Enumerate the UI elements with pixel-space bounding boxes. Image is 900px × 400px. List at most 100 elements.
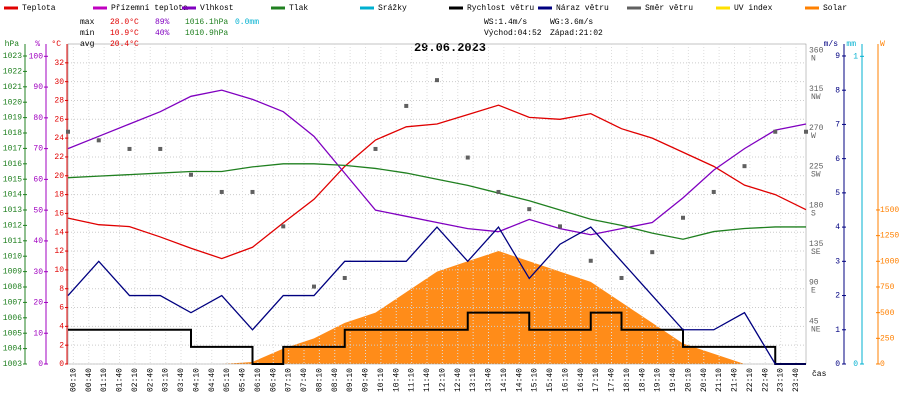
y-tick-label: 270 <box>809 124 824 133</box>
y-tick-label: 40 <box>33 237 43 246</box>
x-tick-label: 02:10 <box>131 368 140 392</box>
y-tick-label: 100 <box>29 52 44 61</box>
y-tick-label: 250 <box>880 334 895 343</box>
y-tick-label: 7 <box>835 121 840 130</box>
y-tick-label: 1250 <box>880 232 899 241</box>
wind-direction-point <box>465 155 470 160</box>
stat-text: 89% <box>155 18 170 27</box>
legend-label: Solar <box>823 4 847 13</box>
wind-direction-point <box>588 258 593 263</box>
y-tick-label: 60 <box>33 175 43 184</box>
y-tick-label: 10 <box>33 329 43 338</box>
y-tick-label: 1011 <box>3 237 22 246</box>
legend-label: Náraz větru <box>556 4 609 13</box>
y-tick-label: 50 <box>33 206 43 215</box>
axis-title: % <box>35 40 40 49</box>
x-tick-label: 02:40 <box>146 368 155 392</box>
axis-title: W <box>880 40 885 49</box>
y-tick-label: 0 <box>38 360 43 369</box>
x-tick-label: 17:40 <box>608 368 617 392</box>
series-line <box>67 226 806 365</box>
y-tick-label: 10 <box>54 266 64 275</box>
y-tick-label: 1016 <box>3 160 22 169</box>
x-tick-label: 07:10 <box>285 368 294 392</box>
y-tick-label: 45 <box>809 317 819 326</box>
y-tick-label: 24 <box>54 134 64 143</box>
stat-text: avg <box>80 40 95 49</box>
x-tick-label: 21:40 <box>731 368 740 392</box>
stat-text: 1016.1hPa <box>185 18 228 27</box>
y-tick-label: 30 <box>54 78 64 87</box>
stat-text: 10.9°C <box>110 29 139 38</box>
y-tick-label: 1000 <box>880 257 899 266</box>
wind-direction-point <box>127 146 132 151</box>
y-tick-label: 1008 <box>3 283 22 292</box>
y-tick-label: S <box>811 209 816 218</box>
x-tick-label: 17:10 <box>592 368 601 392</box>
x-tick-label: 03:40 <box>177 368 186 392</box>
y-tick-label: 1005 <box>3 329 22 338</box>
stat-text: 28.0°C <box>110 18 139 27</box>
y-tick-label: 180 <box>809 201 824 210</box>
y-tick-label: 1013 <box>3 206 22 215</box>
x-tick-label: 22:10 <box>746 368 755 392</box>
x-tick-label: 14:10 <box>500 368 509 392</box>
y-tick-label: 500 <box>880 309 895 318</box>
y-tick-label: E <box>811 287 816 296</box>
axis-title: mm <box>846 40 856 49</box>
x-tick-label: 15:10 <box>531 368 540 392</box>
y-tick-label: NE <box>811 325 821 334</box>
y-tick-label: 135 <box>809 240 824 249</box>
y-tick-label: 315 <box>809 85 824 94</box>
wind-direction-point <box>342 275 347 280</box>
x-tick-label: 04:40 <box>208 368 217 392</box>
y-tick-label: 6 <box>59 304 64 313</box>
x-tick-label: 13:10 <box>469 368 478 392</box>
y-tick-label: 70 <box>33 145 43 154</box>
x-tick-label: 20:40 <box>700 368 709 392</box>
x-tick-label: 19:40 <box>669 368 678 392</box>
wind-direction-point <box>66 129 70 134</box>
info-text: WS:1.4m/s <box>484 18 527 27</box>
x-axis-label: čas <box>812 370 827 379</box>
y-tick-label: 750 <box>880 283 895 292</box>
y-tick-label: SW <box>811 171 821 180</box>
y-tick-label: 14 <box>54 228 64 237</box>
x-tick-label: 11:40 <box>423 368 432 392</box>
x-tick-label: 07:40 <box>300 368 309 392</box>
x-tick-label: 21:10 <box>715 368 724 392</box>
y-tick-label: 1006 <box>3 314 22 323</box>
y-tick-label: 80 <box>33 114 43 123</box>
y-tick-label: 26 <box>54 115 64 124</box>
legend-label: Vlhkost <box>200 4 234 13</box>
info-text: Západ:21:02 <box>550 29 603 38</box>
x-tick-label: 22:40 <box>761 368 770 392</box>
stat-text: 0.0mm <box>235 18 259 27</box>
wind-direction-point <box>496 189 501 194</box>
wind-direction-point <box>558 224 562 229</box>
y-tick-label: 20 <box>33 299 43 308</box>
y-tick-label: 8 <box>835 86 840 95</box>
x-tick-label: 09:10 <box>346 368 355 392</box>
x-tick-label: 10:10 <box>377 368 386 392</box>
y-tick-label: 2 <box>835 292 840 301</box>
x-tick-label: 03:10 <box>162 368 171 392</box>
legend-label: Rychlost větru <box>467 4 534 13</box>
y-tick-label: 1020 <box>3 98 22 107</box>
stat-text: 20.4°C <box>110 40 139 49</box>
y-tick-label: 2 <box>59 341 64 350</box>
y-tick-label: 28 <box>54 97 64 106</box>
x-tick-label: 00:40 <box>85 368 94 392</box>
y-tick-label: SE <box>811 248 821 257</box>
wind-direction-point <box>742 164 747 169</box>
wind-direction-point <box>96 138 101 143</box>
y-tick-label: 1 <box>853 52 858 61</box>
wind-direction-point <box>650 250 655 255</box>
y-tick-label: 1003 <box>3 360 22 369</box>
wind-direction-point <box>189 172 193 177</box>
x-tick-label: 13:40 <box>485 368 494 392</box>
y-tick-label: 1010 <box>3 252 22 261</box>
wind-direction-point <box>373 146 378 151</box>
x-tick-label: 11:10 <box>408 368 417 392</box>
wind-direction-point <box>435 78 439 83</box>
